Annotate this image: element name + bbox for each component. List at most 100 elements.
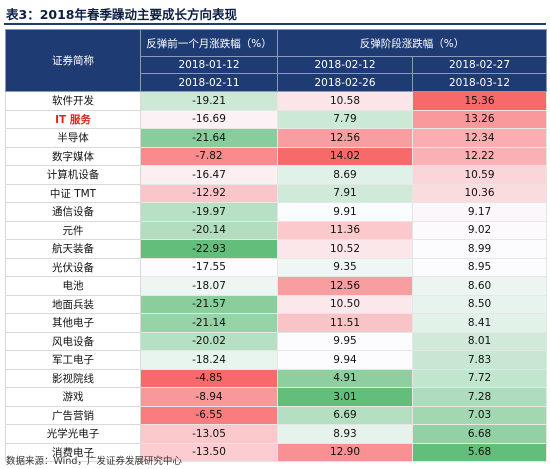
value-cell-period-1: -16.69 — [140, 109, 278, 129]
security-name-cell: 元件 — [5, 220, 141, 240]
value-cell-period-3: 6.68 — [411, 424, 548, 444]
value-cell-period-3: 7.28 — [411, 387, 548, 407]
value-cell-period-3: 7.83 — [411, 350, 548, 370]
value-cell-period-2: 10.52 — [277, 239, 413, 259]
table-row: 中证 TMT -12.92 7.91 10.36 — [5, 183, 548, 203]
value-cell-period-2: 4.91 — [277, 368, 413, 388]
value-cell-period-3: 8.95 — [411, 257, 548, 277]
value-cell-period-1: -21.57 — [140, 294, 278, 314]
value-cell-period-3: 9.02 — [411, 220, 548, 240]
security-name-cell: 计算机设备 — [5, 165, 141, 185]
header-pre-rebound: 反弹前一个月涨跌幅（%） — [140, 29, 278, 57]
data-source-note: 数据来源：Wind，广发证券发展研究中心 — [6, 456, 182, 467]
value-cell-period-3: 13.26 — [411, 109, 548, 129]
value-cell-period-3: 8.99 — [411, 239, 548, 259]
value-cell-period-3: 9.17 — [411, 202, 548, 222]
value-cell-period-1: -7.82 — [140, 146, 278, 166]
table-row: IT 服务 -16.69 7.79 13.26 — [5, 109, 548, 129]
performance-table: 证券简称 反弹前一个月涨跌幅（%） 反弹阶段涨跌幅（%） 2018-01-12 … — [5, 29, 548, 462]
value-cell-period-3: 7.03 — [411, 405, 548, 425]
value-cell-period-2: 9.35 — [277, 257, 413, 277]
value-cell-period-2: 9.95 — [277, 331, 413, 351]
header-rebound: 反弹阶段涨跌幅（%） — [276, 29, 548, 57]
security-name-cell: 消费电子 — [5, 442, 141, 462]
value-cell-period-2: 10.50 — [277, 294, 413, 314]
value-cell-period-1: -22.93 — [140, 239, 278, 259]
value-cell-period-3: 10.59 — [411, 165, 548, 185]
value-cell-period-2: 11.51 — [277, 313, 413, 333]
table-row: 影视院线 -4.85 4.91 7.72 — [5, 368, 548, 388]
table-row: 其他电子 -21.14 11.51 8.41 — [5, 313, 548, 333]
value-cell-period-3: 8.50 — [411, 294, 548, 314]
table-row: 地面兵装 -21.57 10.50 8.50 — [5, 294, 548, 314]
table-row: 半导体 -21.64 12.56 12.34 — [5, 128, 548, 148]
value-cell-period-1: -17.55 — [140, 257, 278, 277]
value-cell-period-1: -21.14 — [140, 313, 278, 333]
table-row: 消费电子 -13.50 12.90 5.68 — [5, 442, 548, 462]
header-period-2-start: 2018-02-12 — [277, 56, 413, 74]
value-cell-period-1: -20.02 — [140, 331, 278, 351]
value-cell-period-3: 8.41 — [411, 313, 548, 333]
value-cell-period-2: 14.02 — [277, 146, 413, 166]
table-row: 广告营销 -6.55 6.69 7.03 — [5, 405, 548, 425]
value-cell-period-1: -16.47 — [140, 165, 278, 185]
header-period-1-start: 2018-01-12 — [140, 56, 278, 74]
value-cell-period-2: 10.58 — [277, 91, 413, 111]
security-name-cell: 光学光电子 — [5, 424, 141, 444]
value-cell-period-1: -20.14 — [140, 220, 278, 240]
security-name-cell: 数字媒体 — [5, 146, 141, 166]
security-name-cell: 航天装备 — [5, 239, 141, 259]
value-cell-period-2: 3.01 — [277, 387, 413, 407]
table-body: 软件开发 -19.21 10.58 15.36 IT 服务 -16.69 7.79 13.26… — [5, 91, 548, 462]
value-cell-period-3: 8.01 — [411, 331, 548, 351]
security-name-cell: 光伏设备 — [5, 257, 141, 277]
value-cell-period-1: -12.92 — [140, 183, 278, 203]
value-cell-period-2: 11.36 — [277, 220, 413, 240]
value-cell-period-2: 9.94 — [277, 350, 413, 370]
value-cell-period-2: 7.79 — [277, 109, 413, 129]
value-cell-period-1: -19.97 — [140, 202, 278, 222]
security-name-cell: 军工电子 — [5, 350, 141, 370]
security-name-cell: 影视院线 — [5, 368, 141, 388]
table-row: 光学光电子 -13.05 8.93 6.68 — [5, 424, 548, 444]
value-cell-period-3: 5.68 — [411, 442, 548, 462]
table-row: 风电设备 -20.02 9.95 8.01 — [5, 331, 548, 351]
security-name-cell: 地面兵装 — [5, 294, 141, 314]
value-cell-period-1: -4.85 — [140, 368, 278, 388]
value-cell-period-3: 12.22 — [411, 146, 548, 166]
value-cell-period-3: 15.36 — [411, 91, 548, 111]
header-period-3-end: 2018-03-12 — [411, 73, 548, 92]
table-row: 航天装备 -22.93 10.52 8.99 — [5, 239, 548, 259]
value-cell-period-1: -13.05 — [140, 424, 278, 444]
value-cell-period-1: -21.64 — [140, 128, 278, 148]
header-security-name: 证券简称 — [5, 29, 141, 92]
value-cell-period-2: 12.56 — [277, 128, 413, 148]
header-period-1-end: 2018-02-11 — [140, 73, 278, 92]
header-period-3-start: 2018-02-27 — [411, 56, 548, 74]
value-cell-period-3: 7.72 — [411, 368, 548, 388]
value-cell-period-3: 12.34 — [411, 128, 548, 148]
security-name-cell: IT 服务 — [5, 109, 141, 129]
security-name-cell: 半导体 — [5, 128, 141, 148]
table-row: 软件开发 -19.21 10.58 15.36 — [5, 91, 548, 111]
value-cell-period-2: 7.91 — [277, 183, 413, 203]
value-cell-period-2: 8.69 — [277, 165, 413, 185]
security-name-cell: 通信设备 — [5, 202, 141, 222]
table-row: 元件 -20.14 11.36 9.02 — [5, 220, 548, 240]
value-cell-period-1: -18.07 — [140, 276, 278, 296]
table-row: 光伏设备 -17.55 9.35 8.95 — [5, 257, 548, 277]
security-name-cell: 风电设备 — [5, 331, 141, 351]
security-name-cell: 电池 — [5, 276, 141, 296]
value-cell-period-1: -8.94 — [140, 387, 278, 407]
table-row: 军工电子 -18.24 9.94 7.83 — [5, 350, 548, 370]
table-title: 表3：2018年春季躁动主要成长方向表现 — [6, 7, 237, 22]
table-row: 通信设备 -19.97 9.91 9.17 — [5, 202, 548, 222]
table-row: 计算机设备 -16.47 8.69 10.59 — [5, 165, 548, 185]
value-cell-period-2: 8.93 — [277, 424, 413, 444]
security-name-cell: 软件开发 — [5, 91, 141, 111]
table-row: 电池 -18.07 12.56 8.60 — [5, 276, 548, 296]
security-name-cell: 中证 TMT — [5, 183, 141, 203]
value-cell-period-3: 8.60 — [411, 276, 548, 296]
value-cell-period-1: -13.50 — [140, 442, 278, 462]
value-cell-period-2: 12.90 — [277, 442, 413, 462]
